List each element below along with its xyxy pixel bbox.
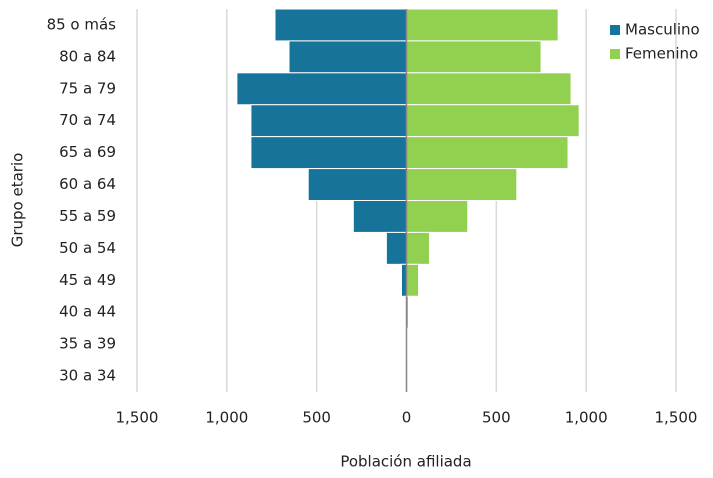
y-tick-label: 75 a 79 <box>59 79 116 97</box>
bar <box>275 9 407 41</box>
bar <box>386 232 406 264</box>
x-axis-label: Población afiliada <box>340 453 471 471</box>
legend-swatch <box>610 49 620 59</box>
y-tick-label: 70 a 74 <box>59 111 116 129</box>
legend-label: Masculino <box>625 21 700 39</box>
bar <box>407 137 569 169</box>
y-tick-label: 55 a 59 <box>59 207 116 225</box>
legend-label: Femenino <box>625 45 698 63</box>
bar <box>407 169 517 201</box>
y-tick-label: 45 a 49 <box>59 271 116 289</box>
bar <box>407 41 542 73</box>
y-tick-label: 30 a 34 <box>59 367 116 385</box>
bar <box>237 73 407 105</box>
bar <box>407 201 468 233</box>
bar <box>308 169 406 201</box>
legend-swatch <box>610 25 620 35</box>
bar <box>251 105 407 137</box>
x-tick-label: 500 <box>482 409 511 427</box>
bar <box>251 137 407 169</box>
y-tick-label: 65 a 69 <box>59 143 116 161</box>
y-tick-label: 40 a 44 <box>59 303 116 321</box>
bar <box>407 105 580 137</box>
bar <box>353 201 406 233</box>
y-tick-label: 85 o más <box>47 15 117 33</box>
y-axis-label: Grupo etario <box>9 153 27 248</box>
x-tick-label: 1,000 <box>565 409 608 427</box>
x-tick-label: 500 <box>302 409 331 427</box>
x-tick-label: 1,500 <box>655 409 698 427</box>
bar <box>407 73 572 105</box>
bar <box>407 9 559 41</box>
y-tick-label: 50 a 54 <box>59 239 116 257</box>
y-tick-label: 35 a 39 <box>59 335 116 353</box>
x-tick-label: 1,500 <box>116 409 159 427</box>
bar <box>289 41 407 73</box>
x-tick-label: 1,000 <box>205 409 248 427</box>
x-tick-label: 0 <box>402 409 412 427</box>
bar <box>401 264 406 296</box>
bar <box>407 232 430 264</box>
y-tick-label: 60 a 64 <box>59 175 116 193</box>
y-tick-label: 80 a 84 <box>59 47 116 65</box>
bar <box>407 264 419 296</box>
